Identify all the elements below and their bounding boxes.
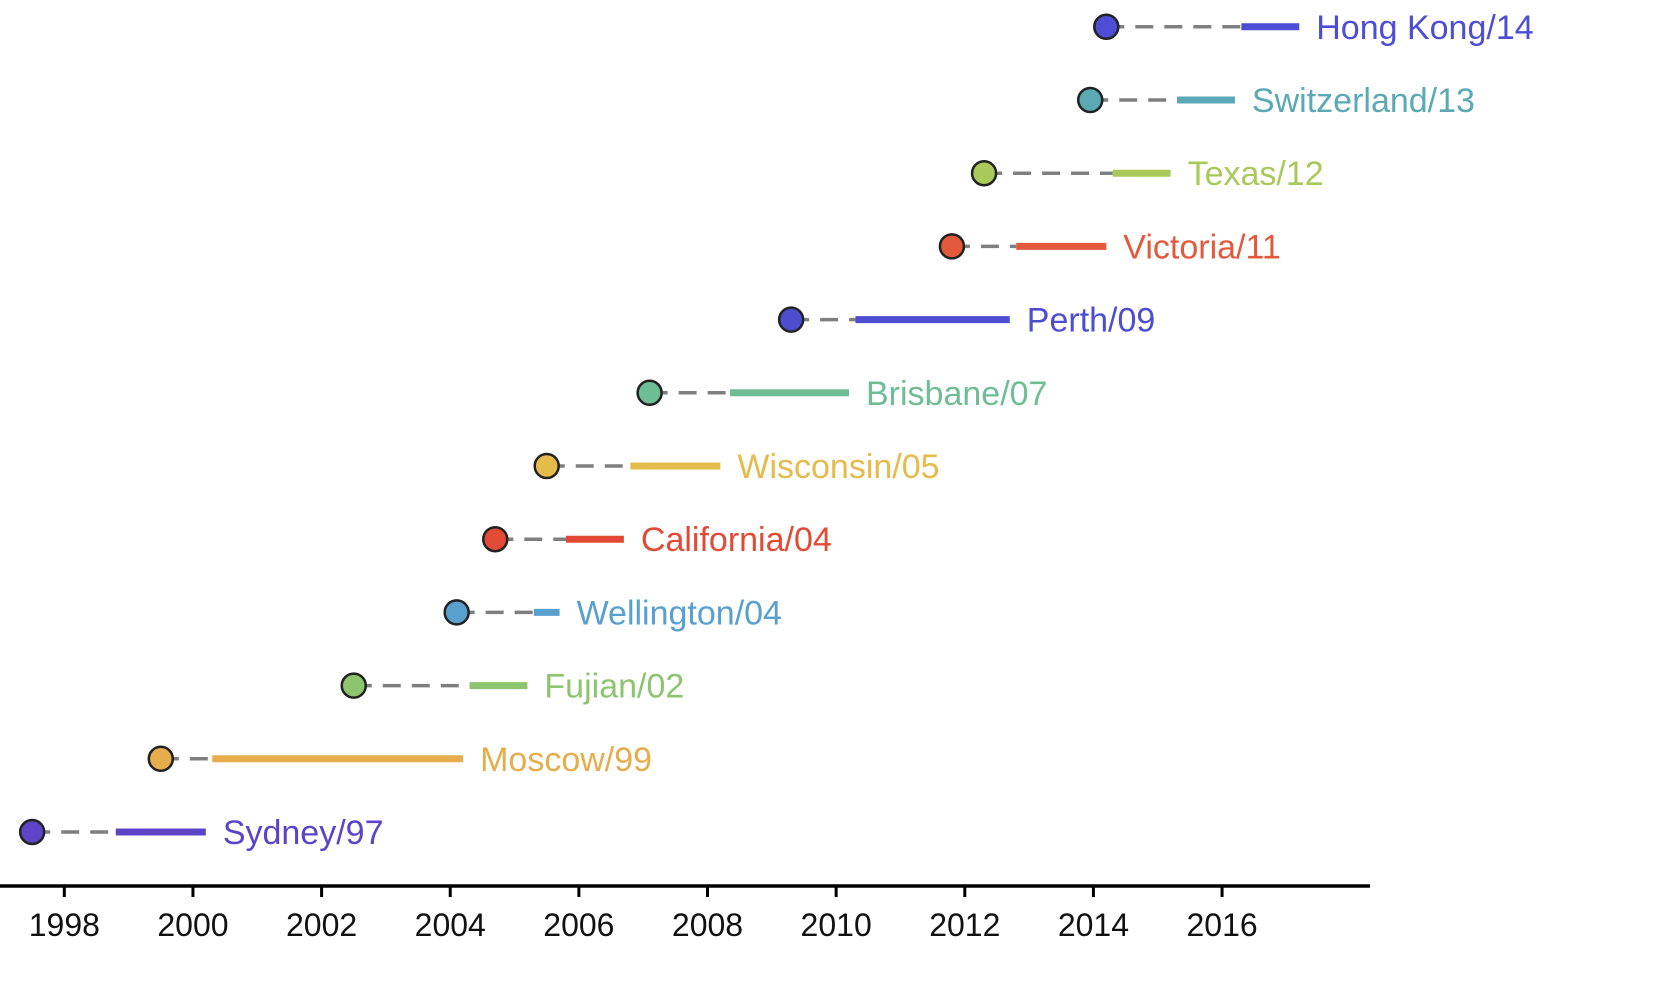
x-tick-label: 2016 [1186, 907, 1257, 943]
strain-row: Moscow/99 [147, 741, 652, 779]
emergence-point [938, 233, 966, 260]
x-tick-label: 1998 [29, 907, 100, 943]
strain-label: Sydney/97 [223, 814, 384, 852]
emergence-point [340, 672, 368, 699]
strain-label: Wisconsin/05 [737, 448, 939, 486]
strain-row: Wellington/04 [443, 594, 782, 632]
emergence-point [777, 306, 805, 333]
emergence-point [1076, 86, 1104, 114]
strain-row: Switzerland/13 [1076, 82, 1475, 120]
strain-label: Hong Kong/14 [1316, 9, 1533, 47]
strain-label: Switzerland/13 [1252, 82, 1475, 120]
x-tick-label: 2002 [286, 907, 357, 943]
x-tick-label: 2000 [157, 907, 228, 943]
strain-label: Fujian/02 [544, 668, 684, 706]
strain-label: California/04 [641, 521, 832, 559]
strain-row: Fujian/02 [340, 668, 684, 706]
emergence-point [147, 745, 175, 773]
x-tick-label: 2006 [543, 907, 614, 943]
strain-row: California/04 [482, 521, 832, 559]
emergence-point [533, 452, 560, 480]
strain-label: Texas/12 [1188, 155, 1324, 193]
emergence-point [970, 159, 998, 187]
x-tick-label: 2008 [672, 907, 743, 943]
strain-label: Perth/09 [1027, 302, 1156, 340]
emergence-point [482, 525, 509, 553]
x-tick-label: 2014 [1058, 907, 1129, 943]
emergence-point [636, 379, 663, 407]
strain-row: Texas/12 [970, 155, 1324, 193]
x-tick-label: 2012 [929, 907, 1000, 943]
strain-row: Hong Kong/14 [1093, 9, 1534, 47]
strain-row: Victoria/11 [938, 228, 1281, 266]
strain-label: Moscow/99 [480, 741, 652, 779]
strain-row: Wisconsin/05 [533, 448, 940, 486]
strain-label: Victoria/11 [1123, 228, 1281, 266]
x-tick-label: 2010 [801, 907, 872, 943]
strain-row: Perth/09 [777, 302, 1156, 340]
emergence-point [18, 818, 46, 846]
strain-label: Wellington/04 [577, 594, 782, 632]
strain-row: Sydney/97 [18, 814, 384, 852]
emergence-point [1093, 13, 1120, 41]
x-tick-label: 2004 [415, 907, 486, 943]
emergence-point [443, 599, 470, 626]
strain-row: Brisbane/07 [636, 375, 1047, 413]
x-axis: 1998 2000 2002 2004 2006 2008 2010 2012 2014 2016 [0, 884, 1370, 943]
strain-label: Brisbane/07 [866, 375, 1047, 413]
strain-rows: Sydney/97 Moscow/99 Fujian/02 Wellington/04… [18, 9, 1534, 852]
